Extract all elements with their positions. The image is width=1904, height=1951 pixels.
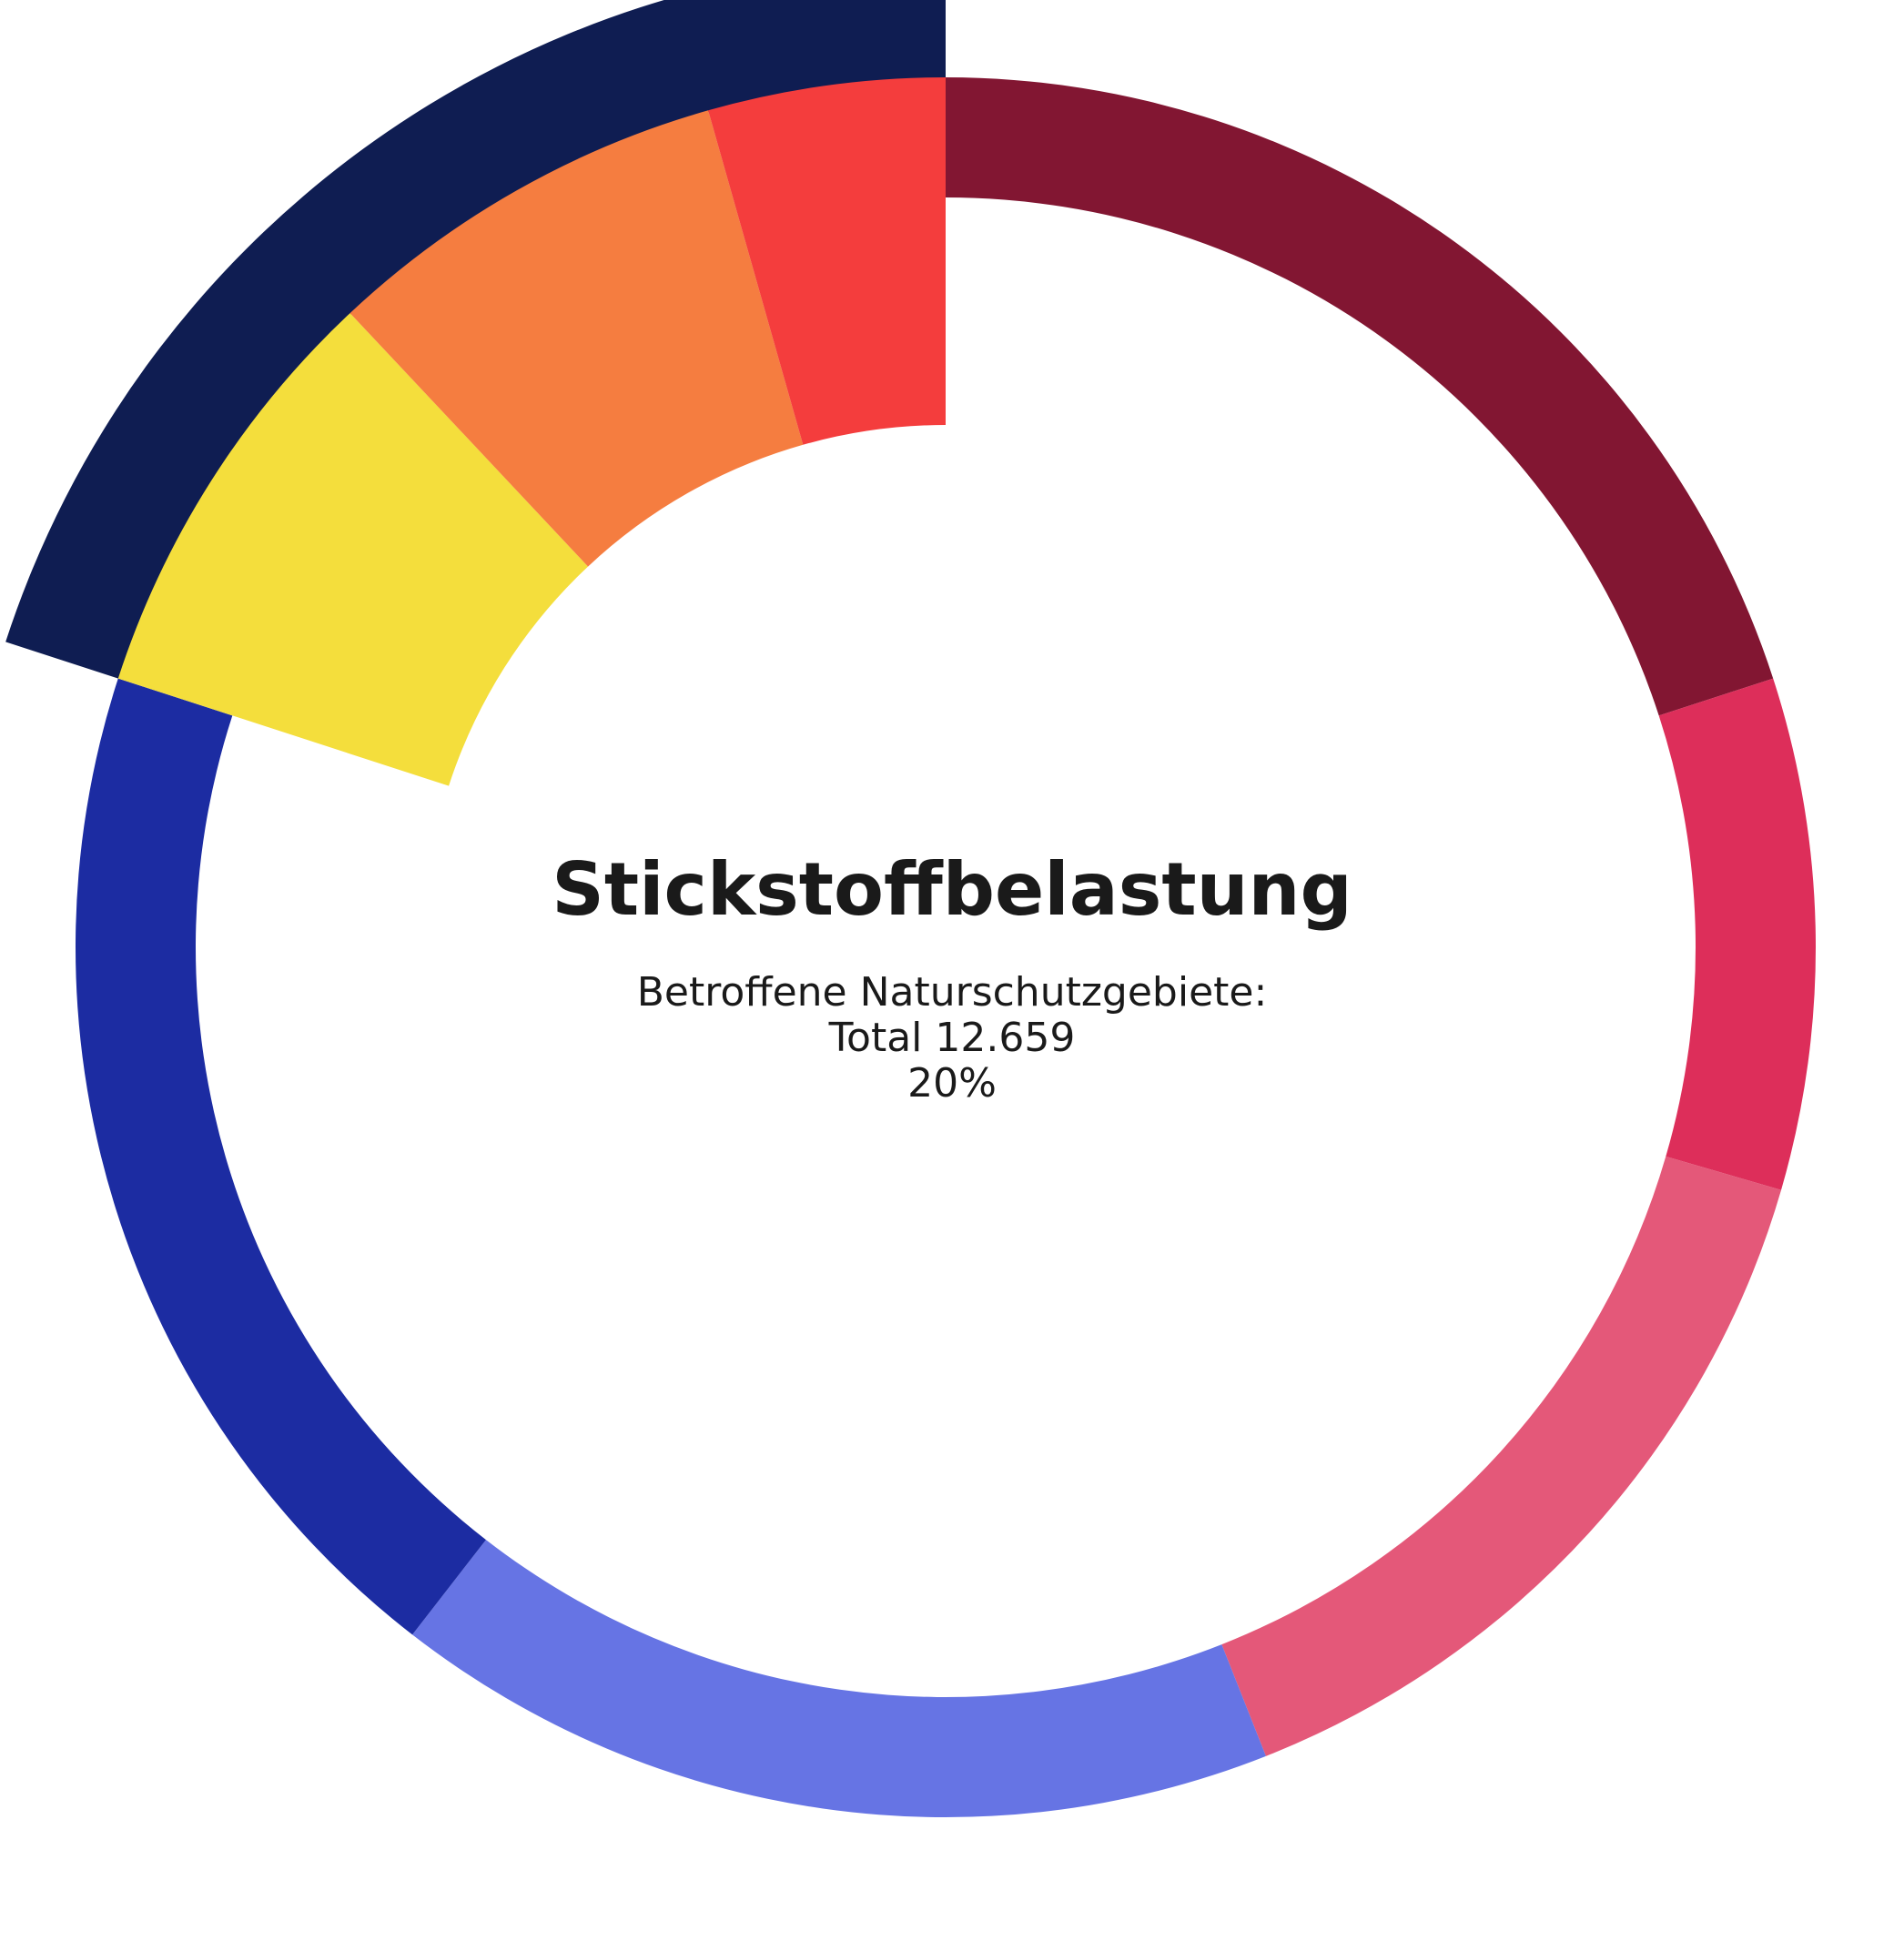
donut-slice-6 <box>117 313 589 786</box>
highlight-ring-layer <box>5 0 946 680</box>
chart-subtitle: Betroffene Naturschutzgebiete: <box>636 969 1268 1016</box>
slice-layer <box>75 77 1817 1818</box>
donut-slice-7 <box>349 110 804 567</box>
donut-slice-1 <box>946 77 1774 716</box>
donut-slice-8 <box>708 77 946 445</box>
donut-slice-5 <box>75 678 486 1635</box>
donut-slice-4 <box>412 1540 1266 1818</box>
chart-total-label: Total 12.659 <box>828 1015 1076 1061</box>
highlight-group-band <box>5 0 946 680</box>
chart-title: Stickstoffbelastung <box>552 847 1352 932</box>
chart-percent-label: 20% <box>907 1060 997 1107</box>
donut-slice-2 <box>1658 678 1817 1190</box>
donut-slice-3 <box>1221 1156 1782 1756</box>
